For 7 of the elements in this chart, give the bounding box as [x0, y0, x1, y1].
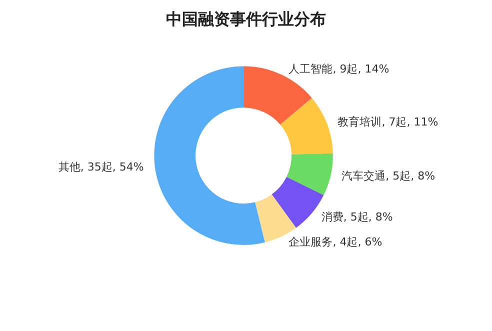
slice-label: 汽车交通, 5起, 8%	[342, 170, 436, 183]
slice-label: 企业服务, 4起, 6%	[288, 236, 382, 249]
slice-label: 人工智能, 9起, 14%	[288, 62, 390, 76]
chart-title: 中国融资事件行业分布	[166, 10, 326, 28]
slice-label: 消费, 5起, 8%	[321, 210, 393, 224]
slice-label: 教育培训, 7起, 11%	[338, 115, 438, 128]
slice-label: 其他, 35起, 54%	[58, 160, 144, 174]
